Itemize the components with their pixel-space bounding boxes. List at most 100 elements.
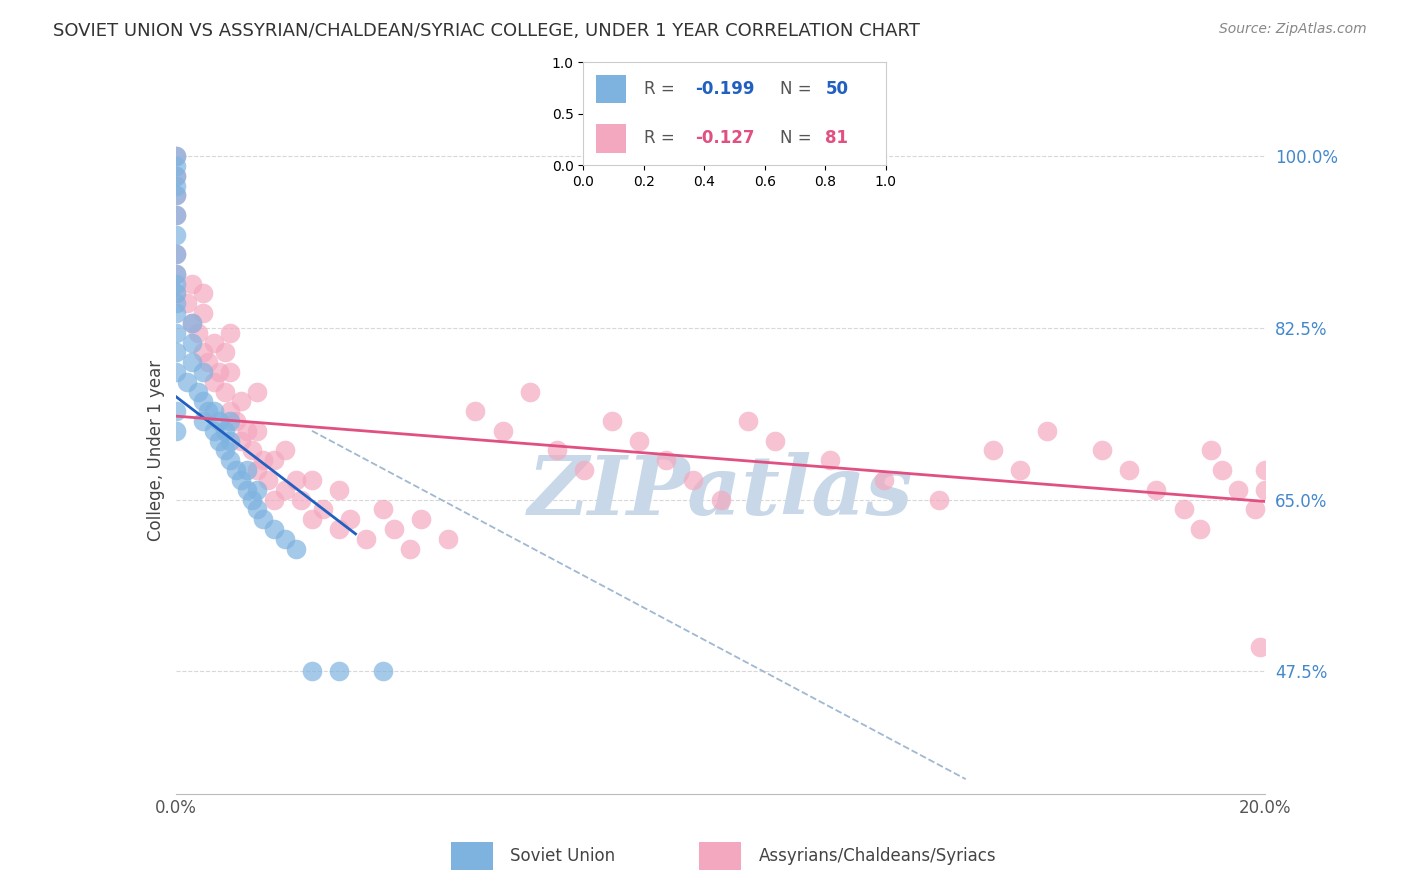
Point	[186, 384, 209, 399]
Point	[246, 463, 269, 477]
Point	[1118, 463, 1140, 477]
Point	[165, 286, 187, 301]
Point	[191, 414, 214, 428]
Point	[1227, 483, 1250, 497]
Point	[191, 306, 214, 320]
Text: R =: R =	[644, 129, 681, 147]
Point	[165, 267, 187, 281]
Point	[546, 443, 568, 458]
Point	[181, 277, 204, 291]
Point	[519, 384, 541, 399]
Point	[181, 316, 204, 330]
Point	[312, 502, 335, 516]
Point	[165, 326, 187, 340]
Point	[1091, 443, 1114, 458]
Point	[191, 286, 214, 301]
Point	[818, 453, 841, 467]
Text: -0.127: -0.127	[696, 129, 755, 147]
Point	[328, 483, 350, 497]
Point	[165, 286, 187, 301]
Text: N =: N =	[780, 129, 817, 147]
Point	[301, 473, 323, 487]
Point	[202, 404, 225, 418]
Point	[191, 345, 214, 359]
Point	[763, 434, 786, 448]
Point	[274, 483, 297, 497]
Point	[240, 443, 263, 458]
Text: 50: 50	[825, 80, 848, 98]
Point	[682, 473, 704, 487]
Text: -0.199: -0.199	[696, 80, 755, 98]
Point	[165, 208, 187, 222]
Point	[165, 188, 187, 202]
Point	[165, 178, 187, 193]
Point	[1173, 502, 1195, 516]
Bar	[699, 842, 741, 870]
Point	[1010, 463, 1032, 477]
Point	[165, 306, 187, 320]
Point	[165, 227, 187, 242]
Point	[165, 188, 187, 202]
Point	[202, 335, 225, 350]
Bar	[451, 842, 492, 870]
Point	[231, 394, 253, 409]
Point	[191, 394, 214, 409]
Point	[219, 404, 242, 418]
Point	[176, 375, 198, 389]
Point	[214, 345, 236, 359]
Point	[165, 149, 187, 163]
Point	[328, 664, 350, 679]
Point	[263, 492, 285, 507]
Point	[263, 453, 285, 467]
Point	[214, 384, 236, 399]
Text: SOVIET UNION VS ASSYRIAN/CHALDEAN/SYRIAC COLLEGE, UNDER 1 YEAR CORRELATION CHART: SOVIET UNION VS ASSYRIAN/CHALDEAN/SYRIAC…	[53, 22, 921, 40]
Point	[225, 463, 247, 477]
Point	[165, 149, 187, 163]
Point	[246, 424, 269, 438]
Point	[371, 502, 394, 516]
Point	[328, 522, 350, 536]
Point	[710, 492, 733, 507]
Point	[246, 502, 269, 516]
Point	[165, 267, 187, 281]
Point	[197, 355, 219, 369]
Point	[165, 296, 187, 310]
Point	[165, 169, 187, 183]
Point	[240, 492, 263, 507]
Point	[627, 434, 650, 448]
Point	[165, 345, 187, 359]
Point	[208, 414, 231, 428]
Point	[1243, 502, 1265, 516]
Point	[165, 247, 187, 261]
Point	[219, 414, 242, 428]
Point	[382, 522, 405, 536]
Point	[1254, 463, 1277, 477]
Point	[219, 453, 242, 467]
Point	[165, 365, 187, 379]
Point	[186, 326, 209, 340]
Text: R =: R =	[644, 80, 681, 98]
Point	[191, 365, 214, 379]
Point	[1144, 483, 1167, 497]
Point	[284, 541, 307, 556]
Point	[252, 512, 274, 526]
Point	[246, 483, 269, 497]
Point	[235, 483, 257, 497]
Point	[274, 532, 297, 546]
Text: 81: 81	[825, 129, 848, 147]
Point	[202, 424, 225, 438]
Point	[356, 532, 378, 546]
Point	[197, 404, 219, 418]
Point	[208, 365, 231, 379]
Point	[274, 443, 297, 458]
Point	[231, 473, 253, 487]
Point	[290, 492, 312, 507]
Point	[219, 434, 242, 448]
Point	[252, 453, 274, 467]
Point	[928, 492, 950, 507]
Point	[214, 443, 236, 458]
Text: N =: N =	[780, 80, 817, 98]
Point	[219, 326, 242, 340]
Point	[257, 473, 280, 487]
Text: Soviet Union: Soviet Union	[510, 847, 616, 865]
